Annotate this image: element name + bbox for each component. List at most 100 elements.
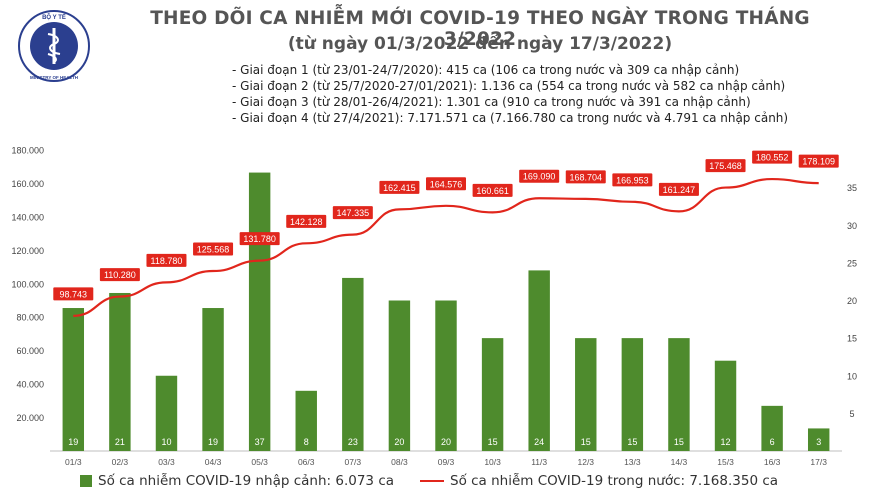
x-tick-label: 17/3 [810,457,827,467]
bar-imported-07-3 [342,277,364,451]
line-value-box [472,183,513,197]
x-tick-label: 16/3 [764,457,781,467]
line-value-label: 161.247 [663,185,696,195]
line-value-box [752,150,793,164]
line-value-label: 118.780 [151,256,183,266]
line-value-box [658,182,699,196]
line-value-label: 98.743 [60,289,88,299]
ministry-of-health-logo: BỘ Y TẾ MINISTRY OF HEALTH [18,10,90,82]
line-value-label: 164.576 [430,179,463,189]
phase-summary: - Giai đoạn 1 (từ 23/01-24/7/2020): 415 … [232,62,788,126]
legend-bar-swatch [80,475,92,487]
y-left-tick-label: 120.000 [11,246,44,256]
y-left-tick-label: 20.000 [16,413,44,423]
phase-2-text: - Giai đoạn 2 (từ 25/7/2020-27/01/2021):… [232,79,786,93]
bar-value-label: 20 [441,437,451,447]
line-value-label: 166.953 [616,175,649,185]
bar-imported-04-3 [202,308,224,451]
y-right-tick-label: 35 [847,183,857,193]
line-value-box [193,242,234,256]
y-left-tick-label: 80.000 [16,313,44,323]
bar-imported-02-3 [109,292,131,451]
phase-1-text: - Giai đoạn 1 (từ 23/01-24/7/2020): 415 … [232,63,740,77]
line-value-label: 160.661 [476,186,509,196]
y-left-tick-label: 100.000 [11,279,44,289]
line-value-box [286,214,327,228]
line-value-label: 125.568 [197,245,230,255]
line-value-box [53,287,94,301]
x-tick-label: 06/3 [298,457,315,467]
y-left-tick-label: 40.000 [16,380,44,390]
line-value-label: 175.468 [709,161,742,171]
x-tick-label: 05/3 [251,457,268,467]
line-value-box [705,159,746,173]
bar-value-label: 23 [348,437,358,447]
bar-value-label: 15 [627,437,637,447]
bar-value-label: 6 [770,437,775,447]
bar-value-label: 15 [488,437,498,447]
y-left-tick-label: 60.000 [16,346,44,356]
line-value-box [426,177,466,191]
bar-value-label: 10 [161,437,171,447]
bar-value-label: 8 [304,437,309,447]
bar-value-label: 15 [581,437,591,447]
legend-item-imported: Số ca nhiễm COVID-19 nhập cảnh: 6.073 ca [80,473,394,489]
chart-subtitle: (từ ngày 01/3/2022 đến ngày 17/3/2022) [287,34,673,54]
bar-imported-17-3 [807,428,830,451]
line-value-label: 147.335 [337,208,370,218]
x-tick-label: 02/3 [112,457,129,467]
bar-imported-06-3 [295,390,317,451]
line-value-box [379,180,420,194]
x-tick-label: 11/3 [531,457,547,467]
phase-4-text: - Giai đoạn 4 (từ 27/4/2021): 7.171.571 … [232,111,789,125]
y-left-tick-label: 160.000 [11,179,44,189]
logo-top-text: BỘ Y TẾ [42,13,66,21]
legend-line-label: Số ca nhiễm COVID-19 trong nước: 7.168.3… [450,473,779,489]
y-right-tick-label: 20 [847,296,857,306]
x-tick-label: 07/3 [345,457,362,467]
bar-imported-08-3 [388,300,411,451]
bar-imported-10-3 [481,338,504,451]
line-value-box [332,206,373,220]
y-right-tick-label: 10 [847,371,857,381]
bar-value-label: 3 [816,437,821,447]
bar-value-label: 21 [115,437,125,447]
bar-imported-16-3 [761,405,783,451]
bar-imported-05-3 [248,172,271,451]
x-tick-label: 04/3 [205,457,222,467]
bar-value-label: 20 [394,437,404,447]
chart-legend: Số ca nhiễm COVID-19 nhập cảnh: 6.073 ca… [80,473,840,493]
line-value-box [565,170,606,184]
line-value-label: 131.780 [243,234,276,244]
bar-imported-09-3 [435,300,457,451]
legend-item-domestic: Số ca nhiễm COVID-19 trong nước: 7.168.3… [420,473,778,489]
x-tick-label: 12/3 [577,457,594,467]
x-tick-label: 15/3 [717,457,734,467]
x-tick-label: 01/3 [65,457,82,467]
bar-imported-11-3 [528,270,550,451]
x-tick-label: 10/3 [484,457,501,467]
x-tick-label: 09/3 [438,457,455,467]
line-value-box [146,253,187,267]
y-left-tick-label: 140.000 [11,212,44,222]
line-value-box [239,232,280,246]
bar-value-label: 12 [721,437,731,447]
bar-imported-12-3 [575,338,597,451]
line-value-label: 178.109 [802,157,835,167]
x-tick-label: 08/3 [391,457,408,467]
chart-title: THEO DÕI CA NHIỄM MỚI COVID-19 THEO NGÀY… [150,8,810,50]
y-right-tick-label: 30 [847,221,857,231]
line-value-label: 169.090 [523,172,556,182]
bar-value-label: 15 [674,437,684,447]
line-value-label: 162.415 [383,183,416,193]
x-tick-label: 03/3 [158,457,175,467]
bar-value-label: 19 [208,437,218,447]
line-value-box [612,173,653,187]
x-tick-label: 14/3 [671,457,688,467]
legend-line-swatch [420,480,444,482]
bar-imported-14-3 [668,338,690,451]
x-tick-label: 13/3 [624,457,641,467]
line-value-label: 142.128 [290,217,323,227]
bar-value-label: 37 [255,437,265,447]
